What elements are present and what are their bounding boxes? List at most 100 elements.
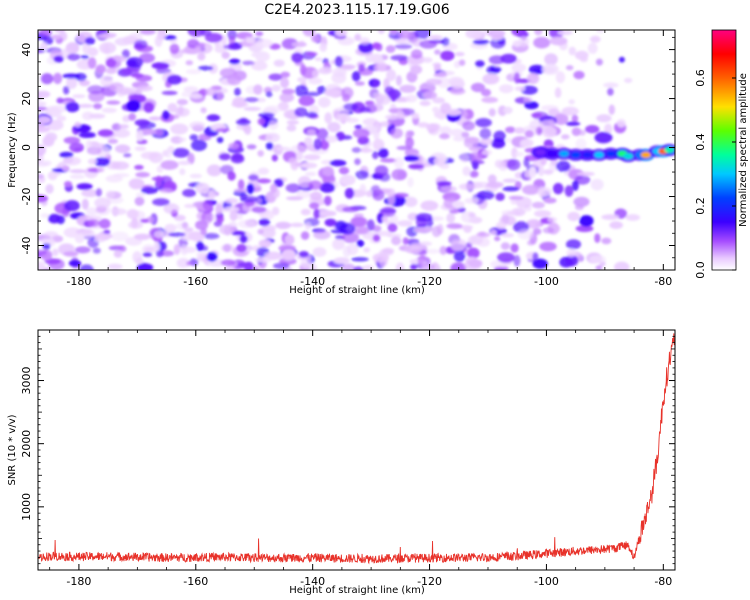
heatmap-noise-cell [38, 123, 45, 128]
heatmap-noise-cell [552, 182, 564, 195]
heatmap-noise-cell [297, 176, 312, 188]
heatmap-noise-cell [372, 189, 385, 201]
heatmap-noise-cell [97, 129, 114, 137]
heatmap-noise-cell [350, 216, 368, 227]
heatmap-noise-cell [137, 85, 153, 92]
heatmap-noise-cell [534, 30, 543, 36]
heatmap-noise-cell [372, 79, 379, 88]
heatmap-noise-cell [385, 188, 396, 197]
heatmap-noise-cell [527, 220, 540, 225]
heatmap-noise-cell [439, 245, 448, 255]
heatmap-noise-cell [95, 64, 107, 74]
heatmap-noise-cell [329, 159, 347, 167]
heatmap-noise-cell [111, 231, 129, 242]
heatmap-noise-cell [228, 35, 236, 46]
heatmap-noise-cell [72, 94, 86, 99]
heatmap-noise-cell [259, 210, 275, 221]
heatmap-noise-cell [358, 63, 365, 72]
heatmap-noise-cell [312, 247, 327, 257]
heatmap-noise-cell [126, 100, 141, 112]
heatmap-noise-cell [595, 265, 603, 270]
heatmap-noise-cell [232, 96, 247, 108]
heatmap-noise-cell [335, 131, 346, 141]
heatmap-noise-cell [458, 183, 477, 191]
heatmap-noise-cell [478, 231, 486, 236]
heatmap-noise-cell [197, 52, 206, 61]
heatmap-noise-cell [255, 38, 273, 49]
heatmap-noise-cell [571, 127, 582, 136]
heatmap-noise-cell [298, 251, 309, 258]
heatmap-noise-cell [579, 215, 594, 227]
heatmap-noise-cell [235, 213, 243, 220]
heatmap-noise-cell [63, 181, 73, 187]
heatmap-noise-cell [594, 131, 613, 144]
heatmap-noise-cell [66, 76, 77, 86]
heatmap-noise-cell [161, 90, 178, 96]
heatmap-noise-cell [426, 123, 439, 132]
heatmap-noise-cell [181, 91, 192, 98]
heatmap-noise-cell [101, 107, 118, 114]
heatmap-noise-cell [376, 230, 392, 237]
heatmap-noise-cell [414, 30, 431, 39]
heatmap-noise-cell [154, 128, 164, 137]
heatmap-noise-cell [95, 188, 102, 197]
heatmap-noise-cell [420, 200, 439, 211]
heatmap-noise-cell [258, 218, 271, 227]
heatmap-noise-cell [111, 208, 127, 216]
heatmap-noise-cell [489, 67, 502, 72]
heatmap-noise-cell [595, 58, 603, 66]
heatmap-noise-cell [97, 143, 105, 149]
heatmap-noise-cell [260, 227, 276, 239]
heatmap-noise-cell [68, 260, 82, 267]
heatmap-noise-cell [542, 227, 555, 234]
heatmap-noise-cell [334, 30, 348, 37]
heatmap-noise-cell [561, 106, 579, 116]
heatmap-noise-cell [189, 121, 206, 130]
heatmap-noise-cell [487, 174, 497, 184]
heatmap-noise-cell [216, 136, 224, 144]
heatmap-noise-cell [92, 247, 101, 254]
heatmap-noise-cell [163, 35, 177, 40]
heatmap-noise-cell [372, 253, 390, 263]
heatmap-noise-cell [76, 183, 93, 190]
heatmap-noise-cell [589, 35, 601, 43]
heatmap-noise-cell [99, 42, 117, 54]
heatmap-noise-cell [324, 218, 337, 227]
heatmap-signal-point [640, 151, 651, 158]
heatmap-noise-cell [557, 30, 573, 36]
heatmap-noise-cell [410, 49, 423, 60]
x-tick-label: -160 [183, 275, 208, 288]
heatmap-noise-cell [237, 179, 245, 191]
heatmap-noise-cell [524, 130, 534, 138]
heatmap-noise-cell [625, 214, 641, 221]
heatmap-noise-cell [238, 219, 256, 229]
heatmap-noise-cell [407, 177, 414, 188]
heatmap-noise-cell [228, 142, 240, 150]
heatmap-noise-cell [38, 261, 46, 270]
heatmap-noise-cell [518, 36, 530, 47]
heatmap-signal-point [559, 150, 569, 157]
heatmap-signal-point [570, 151, 581, 158]
heatmap-noise-cell [363, 247, 371, 253]
heatmap-noise-cell [74, 233, 85, 244]
heatmap-noise-cell [87, 47, 99, 57]
heatmap-noise-cell [601, 214, 619, 220]
heatmap-noise-cell [47, 171, 58, 181]
heatmap-noise-cell [43, 231, 59, 238]
heatmap-noise-cell [624, 77, 633, 83]
heatmap-ylabel: Frequency (Hz) [7, 112, 18, 188]
colorbar-tick-label: 0.6 [694, 69, 707, 87]
heatmap-noise-cell [334, 56, 344, 68]
heatmap-noise-cell [294, 107, 308, 118]
heatmap-noise-cell [75, 246, 91, 254]
heatmap-noise-cell [140, 187, 158, 194]
heatmap-noise-cell [189, 93, 203, 99]
heatmap-noise-cell [151, 62, 170, 70]
heatmap-noise-cell [270, 183, 277, 194]
heatmap-noise-cell [63, 251, 79, 257]
heatmap-noise-cell [385, 45, 396, 53]
heatmap-noise-cell [258, 239, 272, 248]
heatmap-noise-cell [53, 72, 63, 85]
heatmap-noise-cell [470, 82, 486, 93]
heatmap-noise-cell [41, 238, 55, 244]
